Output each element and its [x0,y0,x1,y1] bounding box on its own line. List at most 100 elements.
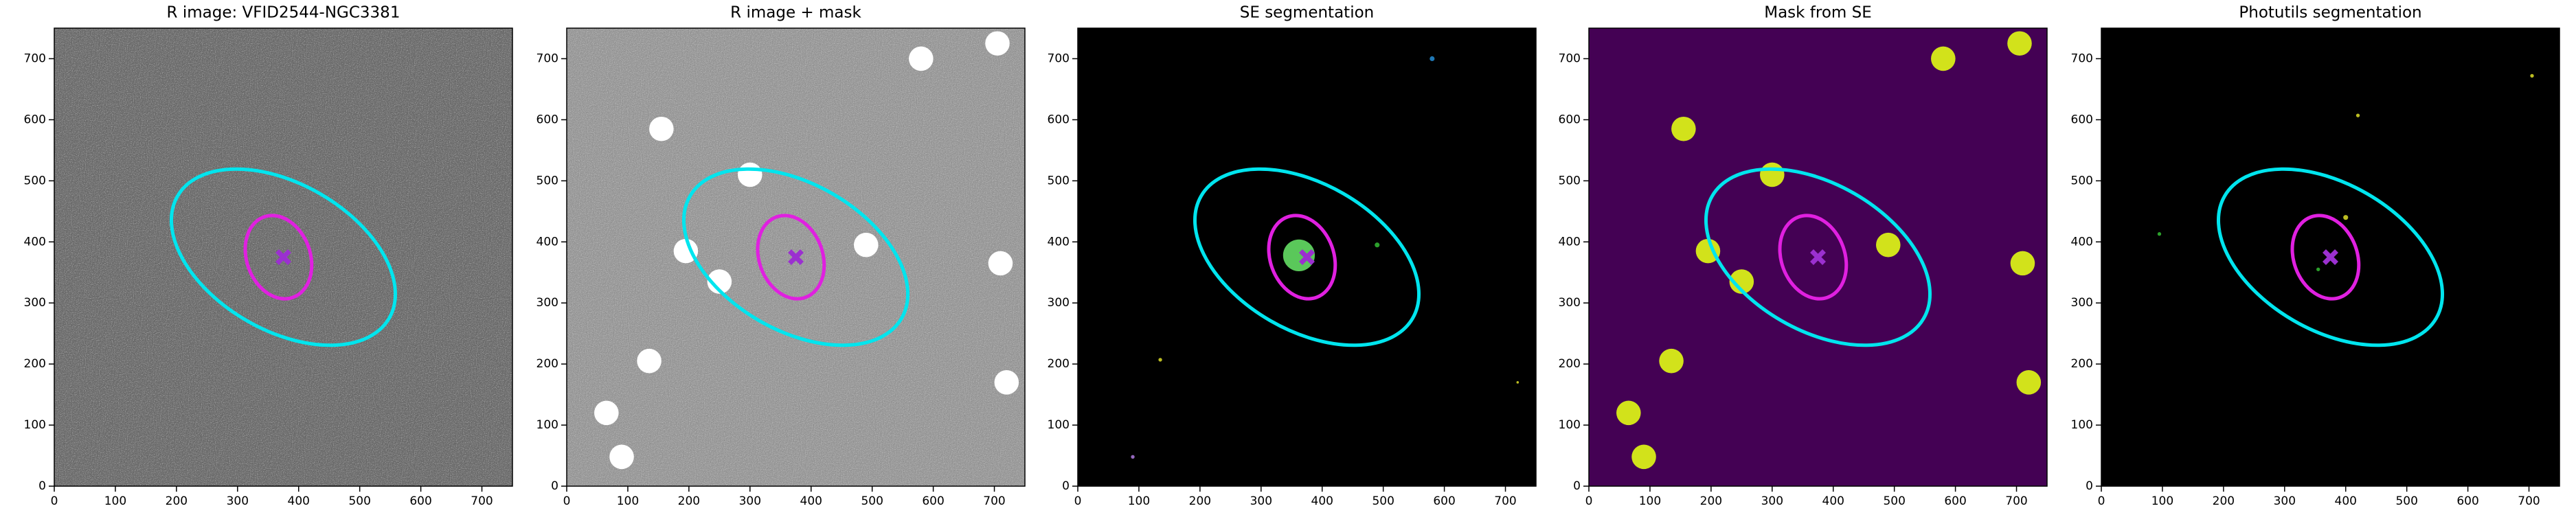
x-tick-label: 400 [1822,494,1844,508]
x-tick-label: 100 [104,494,126,508]
x-tick-label: 400 [288,494,310,508]
aperture-ellipse [681,167,910,347]
segment [2157,232,2162,236]
y-tick-label: 600 [1559,113,1581,126]
aperture-ellipse [2290,214,2361,301]
x-tick-label: 200 [2213,494,2235,508]
x-tick-label: 700 [983,494,1005,508]
segment [2530,73,2534,78]
x-tick-label: 500 [2395,494,2417,508]
y-tick-label: 700 [536,52,558,65]
mask-circle [673,238,699,264]
mask-circle [1760,162,1785,187]
mask-circle [2007,31,2032,56]
segment [1131,455,1135,459]
x-tick-label: 100 [1128,494,1150,508]
y-tick-label: 500 [1559,174,1581,187]
segment [2343,215,2349,220]
x-tick-label: 600 [2456,494,2478,508]
mask-circle [2010,251,2035,276]
segment [2355,113,2360,117]
panel-title: SE segmentation [1240,4,1374,22]
y-tick-label: 500 [1048,174,1070,187]
plot-area [1131,56,1519,459]
y-tick-label: 700 [24,52,46,65]
x-tick-label: 500 [1372,494,1394,508]
x-tick-label: 300 [227,494,249,508]
y-tick-label: 400 [536,235,558,249]
panel: 0 100 200 300 400 500 600 700 0 100 200 300 400 500 60… [24,4,513,508]
panel: 0 100 200 300 400 500 600 700 0 100 200 300 400 500 60… [1559,4,2048,508]
segment [1375,242,1380,248]
y-tick-label: 0 [38,479,46,493]
aperture-ellipse [1778,214,1849,301]
mask-circle [609,444,634,470]
x-tick-label: 500 [1883,494,1905,508]
y-tick-label: 500 [2071,174,2093,187]
segment [2316,267,2320,271]
segment [1516,381,1519,384]
x-tick-label: 300 [1250,494,1272,508]
mask-circle [738,162,762,187]
mask-circle [1695,238,1721,264]
aperture-ellipse [1267,214,1337,301]
plot-area [169,167,398,347]
y-tick-label: 700 [1559,52,1581,65]
axes-frame [1588,27,2048,487]
x-tick-label: 500 [861,494,883,508]
panel: 0 100 200 300 400 500 600 700 0 100 200 300 400 500 60… [536,4,1026,508]
aperture-ellipse [169,167,398,347]
y-tick-label: 200 [1559,357,1581,371]
y-tick-label: 300 [2071,296,2093,310]
y-tick-label: 600 [536,113,558,126]
panel-title: R image: VFID2544-NGC3381 [167,4,400,22]
x-tick-label: 600 [409,494,431,508]
x-tick-label: 0 [1074,494,1082,508]
panel-title: Mask from SE [1764,4,1872,22]
y-tick-label: 400 [1559,235,1581,249]
y-tick-label: 300 [1559,296,1581,310]
y-tick-label: 600 [24,113,46,126]
mask-circle [637,348,662,374]
plot-area [1616,31,2042,470]
y-tick-label: 400 [24,235,46,249]
mask-circle [909,46,934,71]
y-tick-label: 100 [24,418,46,432]
mask-circle [594,400,619,426]
y-tick-label: 200 [1048,357,1070,371]
y-tick-label: 100 [1048,418,1070,432]
mask-circle [1659,348,1684,374]
x-tick-label: 300 [1761,494,1783,508]
mask-circle [1875,232,1901,258]
x-tick-label: 100 [2151,494,2173,508]
mask-circle [988,251,1013,276]
x-tick-label: 700 [471,494,493,508]
y-tick-label: 700 [2071,52,2093,65]
y-tick-label: 200 [536,357,558,371]
mask-circle [707,269,732,294]
y-tick-label: 0 [1573,479,1581,493]
panel: 0 100 200 300 400 500 600 700 0 100 200 300 400 500 60… [2071,4,2560,508]
y-tick-label: 200 [24,357,46,371]
mask-circle [649,116,674,141]
mask-circle [1931,46,1956,71]
y-tick-label: 300 [536,296,558,310]
panel-title: R image + mask [730,4,861,22]
aperture-ellipse [756,214,826,301]
x-tick-label: 300 [2274,494,2296,508]
center-marker [788,249,804,265]
center-marker [1810,249,1826,265]
mask-circle [853,232,879,258]
y-tick-label: 100 [536,418,558,432]
mask-circle [1671,116,1696,141]
x-tick-label: 500 [348,494,370,508]
x-tick-label: 100 [1639,494,1661,508]
x-tick-label: 0 [2098,494,2105,508]
x-tick-label: 0 [51,494,58,508]
center-marker [2323,249,2338,265]
mask-circle [985,31,1010,56]
y-tick-label: 600 [2071,113,2093,126]
segment [1283,239,1315,271]
x-tick-label: 700 [1494,494,1516,508]
